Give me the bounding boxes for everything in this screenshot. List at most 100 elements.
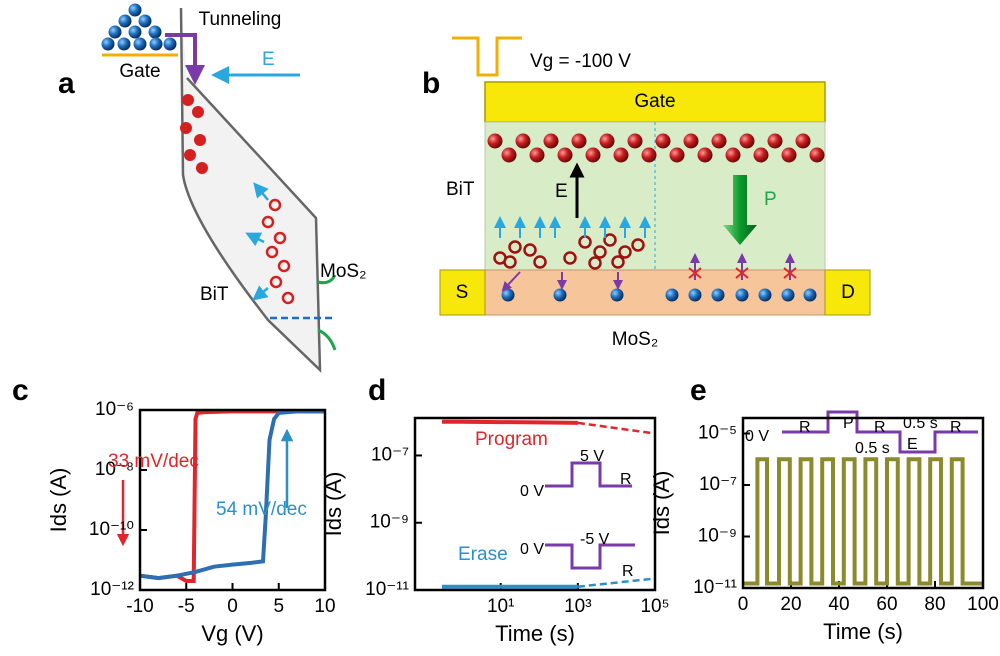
y-tick-label: 10⁻¹¹ (693, 577, 737, 598)
dipole (265, 245, 279, 259)
annotation: R (620, 471, 632, 488)
tunneling-text: Tunneling (199, 9, 282, 30)
dipole (261, 215, 275, 229)
annotation: 0 V (745, 428, 769, 445)
charge (781, 147, 797, 163)
inset-pulse (545, 461, 632, 488)
charge (599, 133, 615, 149)
charges (487, 133, 825, 302)
electron (148, 25, 162, 39)
plot-frame (138, 408, 327, 592)
channel-band (317, 274, 337, 351)
band-diagram: Gate Tunneling E BiT MoS₂ (101, 3, 366, 374)
carrier (735, 288, 749, 302)
dipole (273, 231, 287, 245)
gate-pulse (452, 36, 522, 77)
x-tick-label: 10 (314, 596, 335, 617)
electron (101, 37, 115, 51)
data-line (577, 577, 656, 588)
electron (117, 37, 131, 51)
charge (543, 133, 559, 149)
electron (128, 25, 142, 39)
data-line (577, 421, 656, 435)
annotation: 0 V (520, 483, 544, 500)
charge (697, 147, 713, 163)
hole (182, 94, 194, 106)
charge (795, 133, 811, 149)
y-tick-label: 10⁻⁶ (95, 399, 134, 420)
charge (627, 133, 643, 149)
plot-frame (413, 416, 657, 592)
x-tick-label: 40 (828, 594, 849, 615)
charge (739, 133, 755, 149)
x-tick-label: -5 (178, 596, 195, 617)
charge (529, 147, 545, 163)
y-tick-label: 10⁻⁷ (371, 444, 409, 465)
hole (192, 106, 204, 118)
gate-text: Gate (119, 61, 160, 82)
annotation: R (874, 419, 886, 436)
x-axis-label: Time (s) (495, 621, 575, 646)
charge (767, 133, 783, 149)
dipole (593, 245, 607, 259)
panel-label: a (58, 67, 75, 100)
charge (809, 147, 825, 163)
drain-text: D (841, 282, 855, 303)
dipole (503, 255, 517, 269)
x-tick-label: 10⁵ (640, 596, 669, 617)
x-tick-label: -10 (126, 596, 153, 617)
hole (180, 122, 192, 134)
annotation: 0.5 s (855, 440, 890, 457)
charge (725, 147, 741, 163)
dipole (618, 245, 632, 259)
annotation: 0.5 s (903, 415, 938, 432)
x-tick-label: 0 (738, 594, 749, 615)
carrier (553, 288, 567, 302)
dipole (269, 275, 283, 289)
band-shape (179, 7, 322, 374)
series-label: Program (475, 429, 548, 450)
electron (138, 14, 152, 28)
ferro-text: BiT (446, 179, 475, 200)
x-tick-label: 0 (227, 596, 238, 617)
hole (184, 149, 196, 161)
dipole (523, 243, 537, 257)
y-tick-label: 10⁻⁹ (370, 512, 409, 533)
channel-text: MoS₂ (320, 261, 366, 282)
electron (118, 14, 132, 28)
annotation: R (950, 419, 962, 436)
dipole (603, 233, 617, 247)
series-label: Erase (458, 544, 508, 565)
y-tick-label: 10⁻⁸ (95, 459, 134, 480)
charge (613, 147, 629, 163)
dipole (533, 255, 547, 269)
y-tick-label: 10⁻¹⁰ (89, 519, 134, 540)
panel-label: e (690, 374, 707, 407)
dipole (277, 259, 291, 273)
annotation: E (907, 436, 918, 453)
x-tick-label: 20 (780, 594, 801, 615)
y-tick-label: 10⁻⁵ (698, 423, 737, 444)
inset-pulse (782, 410, 978, 454)
tunnel-arrow (165, 33, 205, 85)
drain-electrode (824, 269, 871, 316)
source-text: S (456, 282, 469, 303)
charge (585, 147, 601, 163)
charge (515, 133, 531, 149)
source-electrode (439, 269, 486, 316)
y-tick-label: 10⁻¹¹ (365, 579, 409, 600)
carrier (688, 288, 702, 302)
electron (128, 3, 142, 17)
annotation: R (622, 563, 634, 580)
electron (108, 25, 122, 39)
charge (487, 133, 503, 149)
annotation: 54 mV/dec (216, 499, 307, 520)
carrier (758, 288, 772, 302)
x-tick-label: 60 (876, 594, 897, 615)
electron (163, 37, 177, 51)
charge (711, 133, 727, 149)
data-line (442, 419, 578, 425)
carrier (501, 288, 515, 302)
panel-label: d (368, 374, 386, 407)
